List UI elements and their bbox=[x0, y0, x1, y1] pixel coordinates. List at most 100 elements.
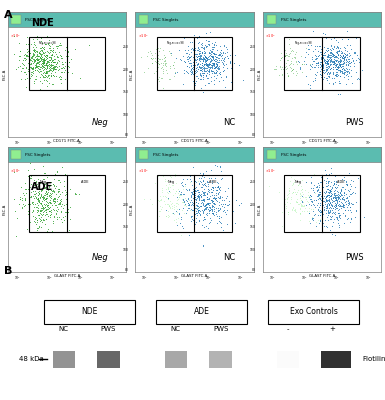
Point bbox=[165, 184, 171, 190]
Point bbox=[334, 66, 340, 72]
Point bbox=[193, 199, 199, 205]
Point bbox=[190, 164, 196, 170]
Point bbox=[198, 67, 204, 73]
Text: Neg,nc,co=98: Neg,nc,co=98 bbox=[167, 41, 184, 45]
Point bbox=[58, 215, 64, 222]
Point bbox=[201, 206, 207, 213]
Point bbox=[44, 195, 50, 201]
Point bbox=[206, 61, 212, 68]
Point bbox=[316, 52, 323, 58]
Point bbox=[41, 56, 47, 62]
Point bbox=[201, 181, 207, 188]
Point bbox=[343, 48, 350, 54]
Point bbox=[199, 66, 205, 72]
Point bbox=[287, 50, 293, 56]
Point bbox=[321, 189, 327, 196]
Point bbox=[214, 187, 220, 193]
Point bbox=[325, 186, 331, 192]
Point bbox=[199, 70, 205, 76]
Point bbox=[221, 207, 227, 213]
Point bbox=[196, 53, 202, 59]
Point bbox=[201, 189, 207, 195]
Point bbox=[323, 204, 330, 211]
Point bbox=[46, 80, 52, 86]
Point bbox=[60, 204, 67, 211]
Point bbox=[199, 188, 205, 195]
Point bbox=[327, 226, 333, 233]
Point bbox=[307, 66, 313, 72]
Point bbox=[203, 29, 209, 36]
Point bbox=[66, 64, 72, 70]
Point bbox=[37, 207, 43, 213]
Point bbox=[341, 204, 347, 210]
Point bbox=[182, 194, 188, 201]
Point bbox=[31, 77, 37, 84]
Point bbox=[169, 186, 176, 192]
Point bbox=[286, 41, 292, 48]
Point bbox=[43, 187, 49, 194]
Point bbox=[33, 178, 39, 184]
Point bbox=[331, 198, 337, 205]
Point bbox=[326, 192, 332, 198]
Point bbox=[56, 74, 62, 80]
Point bbox=[347, 177, 353, 183]
Point bbox=[220, 49, 226, 55]
Point bbox=[22, 56, 28, 63]
Point bbox=[337, 66, 343, 73]
Point bbox=[160, 68, 166, 74]
Point bbox=[28, 200, 35, 206]
Point bbox=[63, 52, 69, 59]
Point bbox=[341, 44, 347, 50]
Point bbox=[166, 188, 172, 194]
Point bbox=[193, 204, 199, 211]
Point bbox=[339, 200, 345, 206]
Point bbox=[206, 48, 212, 55]
Point bbox=[178, 192, 184, 198]
Point bbox=[55, 57, 61, 63]
Point bbox=[202, 54, 208, 60]
Point bbox=[339, 176, 345, 182]
Point bbox=[210, 50, 216, 56]
Point bbox=[205, 195, 211, 202]
Point bbox=[348, 59, 354, 66]
Point bbox=[39, 79, 45, 86]
Point bbox=[49, 190, 55, 196]
Point bbox=[32, 191, 38, 197]
Point bbox=[154, 54, 160, 61]
Point bbox=[184, 176, 190, 182]
Point bbox=[325, 60, 331, 66]
Text: A-DE: A-DE bbox=[82, 180, 90, 184]
Point bbox=[53, 202, 59, 208]
Point bbox=[326, 45, 333, 52]
Point bbox=[328, 48, 335, 55]
Point bbox=[32, 62, 38, 68]
Point bbox=[157, 44, 163, 51]
Point bbox=[196, 217, 202, 223]
Point bbox=[30, 64, 36, 70]
Point bbox=[348, 200, 354, 206]
Point bbox=[166, 181, 172, 187]
Point bbox=[324, 198, 330, 204]
Point bbox=[55, 67, 61, 74]
Point bbox=[42, 66, 49, 72]
Point bbox=[335, 202, 341, 208]
Point bbox=[46, 205, 52, 211]
Point bbox=[199, 180, 205, 187]
Point bbox=[41, 195, 47, 202]
Point bbox=[341, 67, 347, 74]
Point bbox=[45, 204, 51, 210]
Point bbox=[324, 67, 330, 74]
Point bbox=[226, 58, 233, 65]
Point bbox=[333, 191, 340, 198]
Point bbox=[36, 66, 42, 72]
Point bbox=[202, 81, 208, 88]
Point bbox=[338, 58, 344, 64]
Point bbox=[288, 194, 294, 200]
Point bbox=[165, 212, 171, 219]
Point bbox=[328, 52, 335, 58]
Point bbox=[346, 66, 352, 72]
Point bbox=[47, 212, 53, 218]
Point bbox=[338, 187, 345, 193]
FancyBboxPatch shape bbox=[139, 150, 148, 159]
Point bbox=[207, 64, 213, 70]
